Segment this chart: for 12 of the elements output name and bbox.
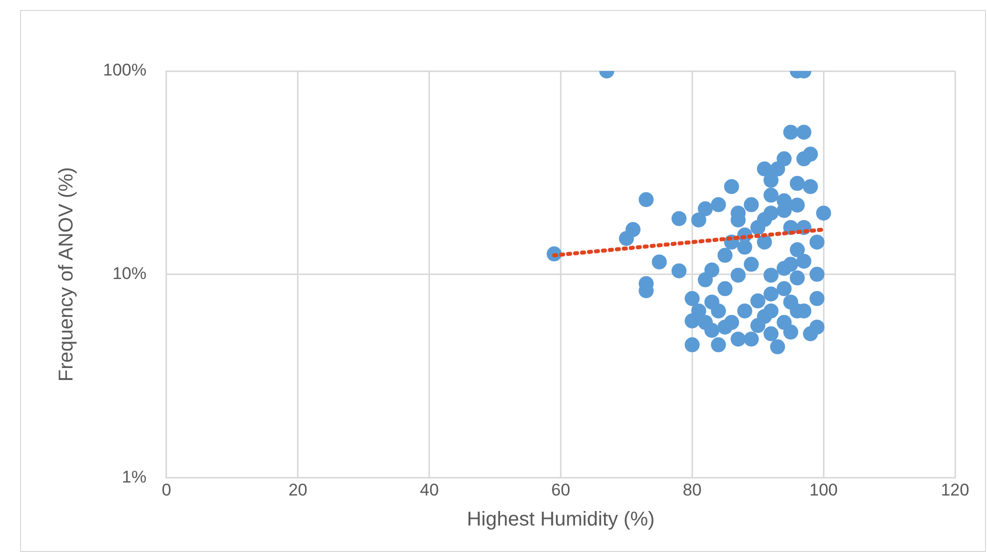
x-tick-label: 120	[940, 480, 970, 500]
x-tick-label: 0	[162, 480, 172, 500]
x-tick-label: 40	[420, 480, 439, 500]
y-tick-label: 1%	[122, 467, 146, 486]
x-tick-label: 20	[288, 480, 308, 500]
x-tick-label: 60	[551, 480, 570, 500]
x-tick-label: 100	[809, 480, 838, 500]
x-axis-title: Highest Humidity (%)	[466, 508, 655, 531]
y-axis-title: Frequency of ANOV (%)	[56, 167, 78, 382]
y-tick-label: 100%	[102, 60, 146, 80]
y-tick-label: 10%	[112, 264, 146, 283]
x-tick-label: 80	[682, 480, 702, 500]
